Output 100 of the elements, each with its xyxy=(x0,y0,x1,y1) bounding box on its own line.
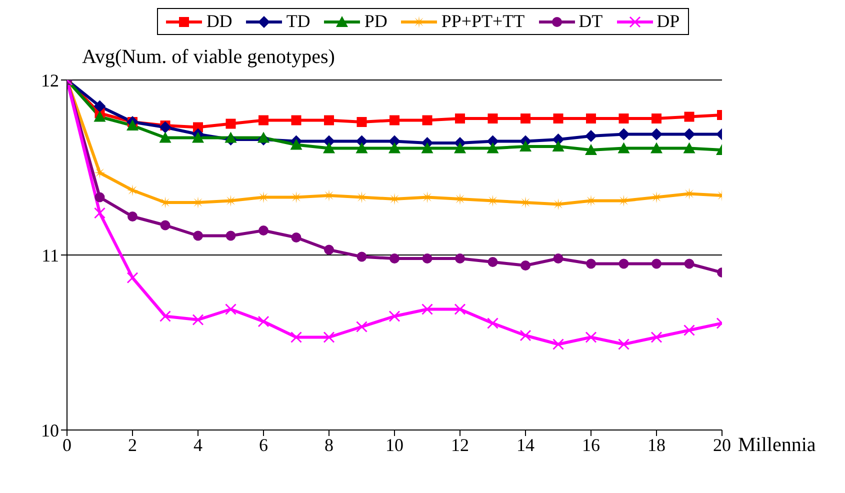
point xyxy=(421,142,434,154)
point xyxy=(618,338,630,350)
point xyxy=(520,330,532,342)
point xyxy=(683,128,696,140)
point xyxy=(94,192,105,202)
point xyxy=(520,114,530,124)
point xyxy=(487,318,498,329)
legend-label: DP xyxy=(656,11,680,32)
point xyxy=(94,110,106,122)
point xyxy=(192,314,204,326)
y-tick-label: 11 xyxy=(42,245,59,266)
point xyxy=(422,254,432,264)
x-tick-label: 16 xyxy=(582,434,600,455)
point xyxy=(585,332,597,343)
x-tick-label: 10 xyxy=(386,434,404,455)
point xyxy=(684,112,694,122)
legend-label: TD xyxy=(286,11,310,32)
legend-label: PP+PT+TT xyxy=(441,11,525,32)
point xyxy=(684,258,694,269)
legend-label: DT xyxy=(578,11,603,32)
point xyxy=(618,128,630,140)
point xyxy=(258,191,270,204)
point xyxy=(94,100,106,112)
point xyxy=(94,166,106,179)
point xyxy=(356,117,367,127)
point xyxy=(323,332,335,343)
point xyxy=(225,304,236,315)
point xyxy=(455,254,465,264)
point xyxy=(488,257,498,267)
point xyxy=(552,338,564,350)
point xyxy=(650,332,662,343)
point xyxy=(356,321,368,332)
point xyxy=(226,230,236,241)
y-tick-label: 10 xyxy=(41,420,59,440)
point xyxy=(160,220,170,230)
x-tick-label: 0 xyxy=(62,434,72,455)
point xyxy=(192,196,204,208)
point xyxy=(126,120,138,130)
point xyxy=(454,193,466,205)
point xyxy=(356,252,367,262)
point xyxy=(520,140,532,152)
point xyxy=(94,207,106,219)
x-tick-label: 18 xyxy=(648,434,666,455)
legend-label: PD xyxy=(364,11,388,32)
point xyxy=(455,114,465,124)
point xyxy=(486,142,499,154)
point xyxy=(291,115,302,126)
point xyxy=(553,114,564,124)
point xyxy=(126,272,138,284)
point xyxy=(422,115,432,126)
point xyxy=(290,332,302,343)
x-tick-label: 4 xyxy=(194,434,202,455)
point xyxy=(488,114,498,124)
point xyxy=(160,310,171,322)
x-axis-title: Millennia xyxy=(738,434,816,457)
point xyxy=(684,324,695,336)
x-tick-label: 20 xyxy=(713,434,731,455)
point xyxy=(388,142,400,154)
point xyxy=(226,118,236,129)
point xyxy=(520,196,532,208)
point xyxy=(683,142,696,154)
point xyxy=(291,232,302,242)
point xyxy=(258,226,268,236)
point xyxy=(356,142,368,154)
point xyxy=(552,140,564,152)
point xyxy=(290,138,302,150)
point xyxy=(553,254,564,264)
point xyxy=(224,132,237,143)
point xyxy=(323,142,335,154)
x-tick-label: 2 xyxy=(128,434,137,455)
point xyxy=(258,316,270,328)
point xyxy=(650,142,662,154)
point xyxy=(585,130,597,142)
point xyxy=(585,144,597,155)
x-tick-label: 6 xyxy=(259,434,268,455)
point xyxy=(159,132,172,143)
legend-label: DD xyxy=(206,11,232,32)
point xyxy=(388,310,400,322)
point xyxy=(192,132,204,143)
x-tick-label: 8 xyxy=(324,434,334,455)
point xyxy=(324,115,334,126)
point xyxy=(520,260,530,270)
point xyxy=(258,132,270,143)
point xyxy=(390,254,400,264)
point xyxy=(650,128,662,140)
point xyxy=(586,258,596,269)
point xyxy=(618,142,630,154)
point xyxy=(258,115,268,126)
point xyxy=(454,304,466,315)
point xyxy=(390,115,400,126)
point xyxy=(586,114,596,124)
point xyxy=(650,191,662,204)
point xyxy=(652,258,662,269)
x-tick-label: 14 xyxy=(516,434,534,455)
point xyxy=(652,114,662,124)
point xyxy=(585,194,597,207)
point xyxy=(323,190,335,202)
point xyxy=(159,121,172,134)
y-tick-label: 12 xyxy=(41,70,59,90)
point xyxy=(193,230,203,241)
